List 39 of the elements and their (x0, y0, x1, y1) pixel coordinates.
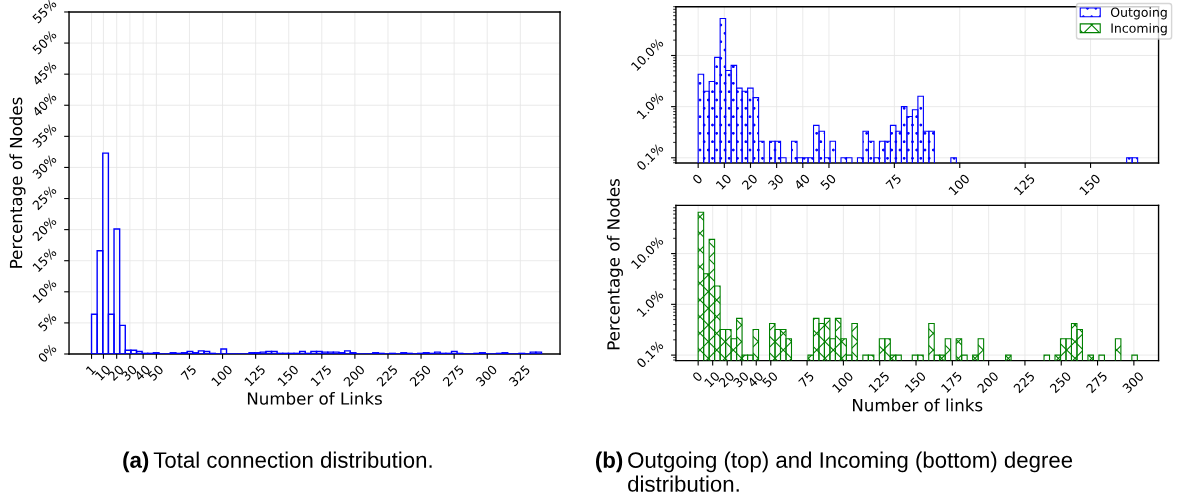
x-tick-label: 10 (715, 173, 732, 190)
x-tick-label: 150 (904, 371, 927, 394)
x-tick-label: 300 (1121, 371, 1145, 394)
x-tick-label: 1 (85, 364, 96, 376)
y-axis-title: Percentage of Nodes (9, 97, 26, 268)
y-tick-label: 0% (37, 343, 58, 363)
x-tick-label: 175 (940, 371, 963, 394)
legend-label: Incoming (1111, 23, 1167, 36)
x-tick-label: 150 (1078, 173, 1101, 196)
x-tick-label: 75 (885, 173, 902, 191)
x-tick-label: 125 (244, 364, 266, 387)
text: (a) Total connection distribution. (123, 451, 432, 473)
x-tick-label: 40 (793, 173, 811, 191)
x-tick-label: 100 (210, 364, 233, 387)
x-tick-label: 200 (342, 364, 366, 387)
x-tick-label: 175 (310, 364, 333, 387)
text: (b) Outgoing (top) and Incoming (bottom) degree distribution. (596, 451, 1073, 492)
x-tick-label: 50 (819, 173, 837, 191)
x-tick-label: 125 (1013, 173, 1036, 196)
x-tick-label: 250 (1049, 371, 1072, 394)
x-tick-label: 100 (948, 173, 971, 196)
x-tick-label: 75 (798, 371, 815, 388)
legend-label: Outgoing (1110, 7, 1167, 20)
x-tick-label: 100 (831, 371, 854, 394)
x-tick-label: 275 (1085, 371, 1108, 394)
y-axis-title: Percentage of Nodes (606, 179, 623, 350)
x-tick-label: 0 (691, 173, 703, 185)
x-tick-label: 75 (180, 364, 197, 382)
y-tick-label: 5% (37, 312, 58, 332)
x-tick-label: 30 (767, 173, 785, 191)
x-tick-label: 50 (147, 364, 164, 382)
x-tick-label: 125 (868, 371, 890, 394)
x-tick-label: 20 (741, 173, 759, 191)
x-tick-label: 0 (691, 371, 703, 383)
x-tick-label: 150 (277, 364, 300, 387)
x-tick-label: 225 (1013, 371, 1036, 394)
x-axis-title: Number of Links (247, 391, 382, 405)
x-tick-label: 200 (976, 371, 1000, 394)
x-axis-title: Number of links (853, 398, 983, 412)
